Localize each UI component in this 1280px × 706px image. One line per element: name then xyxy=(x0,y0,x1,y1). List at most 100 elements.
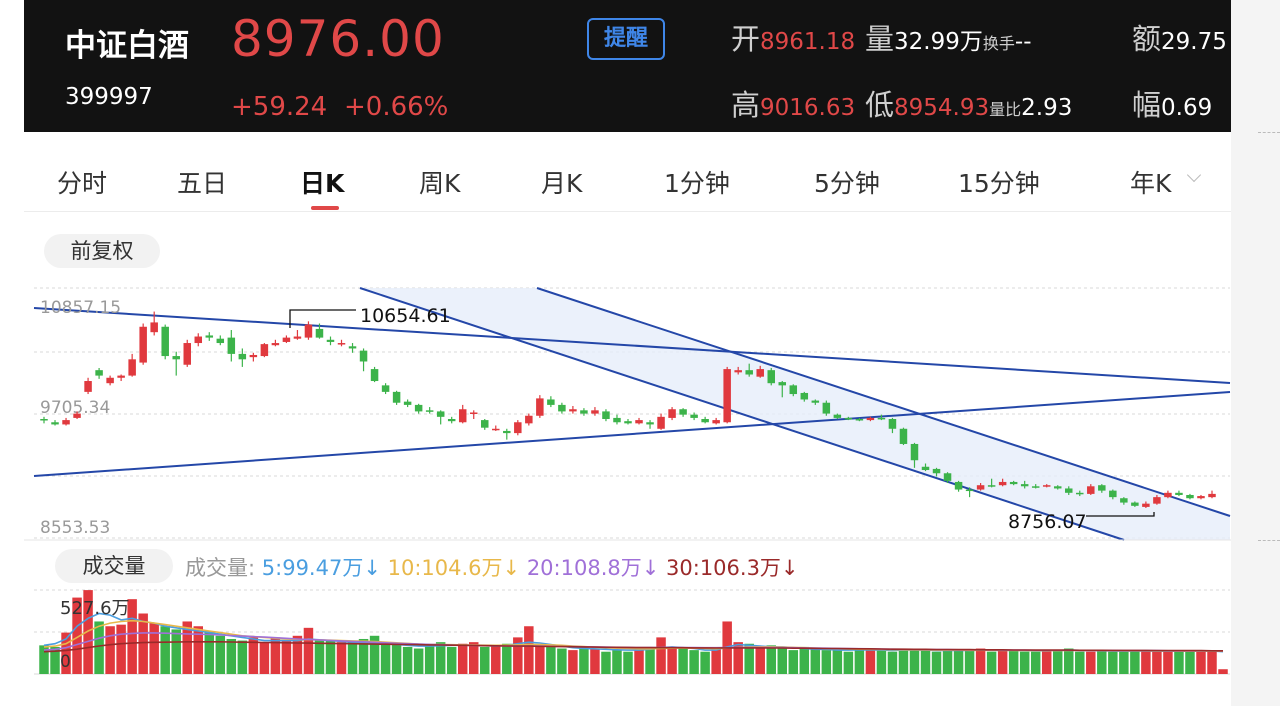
candle-body xyxy=(602,411,610,420)
candle-body xyxy=(117,375,125,378)
volume-bar xyxy=(711,648,721,674)
volume-bar xyxy=(865,650,876,674)
volume-indicator-button[interactable]: 成交量 xyxy=(55,549,173,583)
volume-bar xyxy=(193,626,204,674)
volume-bar xyxy=(524,626,534,674)
volume-bar xyxy=(1086,651,1096,674)
candle-body xyxy=(293,336,302,339)
volume-bar xyxy=(755,646,765,674)
candle-body xyxy=(271,343,280,346)
tab-intraday[interactable]: 分时 xyxy=(57,169,108,198)
candle-body xyxy=(1186,494,1194,499)
active-tab-indicator xyxy=(311,206,339,210)
volume-bar xyxy=(237,640,248,674)
candle-body xyxy=(227,337,236,354)
volume-bar xyxy=(623,651,633,674)
candle-body xyxy=(932,468,941,474)
candle-body xyxy=(1175,492,1183,495)
volume-bar xyxy=(1174,651,1184,674)
candle-body xyxy=(1164,492,1172,498)
tab-1-minute[interactable]: 1分钟 xyxy=(664,169,730,198)
candle-body xyxy=(503,430,511,434)
candle-body xyxy=(315,328,324,338)
price-axis-label: 10857.15 xyxy=(40,298,121,318)
volume-bar xyxy=(446,646,457,674)
volume-ma10: 10:104.6万↓ xyxy=(387,556,521,580)
tab-5-minute[interactable]: 5分钟 xyxy=(814,169,880,198)
candle-body xyxy=(767,370,775,384)
volume-ma30: 30:106.3万↓ xyxy=(666,556,799,580)
volume-ratio-label: 量比 xyxy=(989,100,1022,119)
volume-bar xyxy=(391,643,402,674)
volume-bar xyxy=(964,650,975,674)
tab-monthly-k[interactable]: 月K xyxy=(541,169,583,198)
volume-bar xyxy=(1030,651,1041,674)
candle-body xyxy=(1065,488,1073,493)
volume-bar xyxy=(887,651,898,674)
candle-body xyxy=(1076,492,1084,495)
candle-body xyxy=(635,420,643,424)
volume-bar xyxy=(931,651,942,674)
volume-bar xyxy=(557,648,567,674)
volume-bar xyxy=(601,651,611,674)
candle-body xyxy=(712,420,720,424)
open-label: 开 xyxy=(731,22,761,56)
volume-bar xyxy=(1141,650,1151,674)
volume-bar xyxy=(1152,651,1162,674)
turnover-value: -- xyxy=(1014,29,1032,55)
candle-body xyxy=(40,419,48,421)
volume-bar xyxy=(843,651,854,674)
candle-body xyxy=(1197,496,1205,499)
tab-daily-k[interactable]: 日K xyxy=(300,169,345,198)
candle-body xyxy=(976,485,985,490)
volume-bar xyxy=(667,646,677,674)
adjust-type-button[interactable]: 前复权 xyxy=(44,234,160,268)
volume-bar xyxy=(171,629,181,674)
candle-body xyxy=(359,350,368,362)
volume-bar xyxy=(491,645,501,674)
volume-label: 量 xyxy=(865,22,895,56)
tab-weekly-k[interactable]: 周K xyxy=(419,169,461,198)
candle-body xyxy=(205,335,214,338)
volume-bar xyxy=(215,635,226,674)
candle-body xyxy=(1120,498,1128,503)
candle-body xyxy=(833,414,842,418)
volume-bar xyxy=(413,648,424,674)
candle-body xyxy=(1098,485,1106,491)
candle-body xyxy=(580,410,588,414)
tab-five-day[interactable]: 五日 xyxy=(177,169,228,198)
candle-body xyxy=(1109,490,1117,498)
volume-bar xyxy=(39,645,49,674)
price-change: +59.24 xyxy=(231,92,328,122)
volume-bar xyxy=(402,646,413,674)
candle-body xyxy=(789,385,798,395)
candle-body xyxy=(734,370,742,373)
volume-bar xyxy=(457,643,468,674)
volume-bar xyxy=(226,638,237,674)
volume-bar xyxy=(61,632,71,674)
low-label: 低 xyxy=(865,88,895,122)
volume-bar xyxy=(369,635,380,674)
candle-body xyxy=(150,322,158,333)
candle-body xyxy=(260,344,269,357)
amplitude-stat: 幅0.69 xyxy=(1132,82,1212,124)
volume-bar xyxy=(733,642,743,674)
candle-body xyxy=(822,402,831,414)
volume-bar xyxy=(986,651,997,674)
candle-body xyxy=(1142,503,1150,507)
volume-bar xyxy=(788,650,799,674)
candle-body xyxy=(987,485,996,487)
candle-body xyxy=(414,404,423,412)
turnover-label: 换手 xyxy=(982,34,1015,53)
min-price-label: 8756.07 xyxy=(1008,511,1087,533)
volume-bar xyxy=(105,626,115,674)
alert-button[interactable]: 提醒 xyxy=(587,18,665,60)
volume-bar xyxy=(303,627,314,674)
candle-body xyxy=(492,428,500,431)
volume-bar xyxy=(568,650,578,674)
trend-line xyxy=(33,391,1231,477)
right-gutter xyxy=(1231,0,1280,706)
tab-15-minute[interactable]: 15分钟 xyxy=(958,169,1040,198)
tab-yearly-k[interactable]: 年K xyxy=(1130,169,1172,198)
